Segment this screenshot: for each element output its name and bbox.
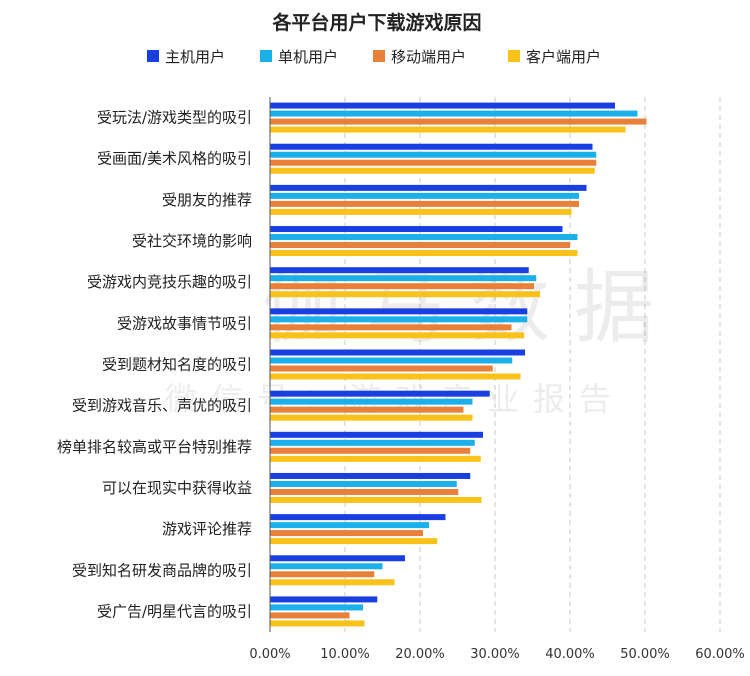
category-label-7: 受到题材知名度的吸引 [102, 356, 252, 374]
bar-10-series-3 [270, 488, 459, 495]
x-axis-tick-labels: 0.00% 10.00% 20.00% 30.00% 40.00% 50.00% 60.00… [249, 647, 744, 662]
category-label-13: 受广告/明星代言的吸引 [97, 602, 252, 620]
x-tick-label-2: 20.00% [395, 647, 445, 662]
legend-label-2: 单机用户 [278, 48, 338, 66]
bar-3-series-4 [270, 208, 572, 215]
chart-legend: 主机用户 单机用户 移动端用户 客户端用户 [147, 48, 601, 66]
category-label-4: 受社交环境的影响 [132, 232, 252, 250]
bar-12-series-3 [270, 571, 375, 578]
bar-6-series-3 [270, 324, 512, 331]
bar-12-series-1 [270, 555, 405, 562]
category-label-9: 榜单排名较高或平台特别推荐 [57, 438, 252, 456]
bar-11-series-4 [270, 538, 438, 545]
bar-11-series-1 [270, 514, 446, 521]
bar-9-series-2 [270, 439, 475, 446]
bar-2-series-4 [270, 167, 595, 174]
bar-10-series-4 [270, 496, 482, 503]
bar-4-series-1 [270, 226, 563, 233]
bar-1-series-2 [270, 110, 638, 117]
bar-12-series-2 [270, 563, 383, 570]
bar-10-series-2 [270, 480, 457, 487]
x-tick-label-0: 0.00% [249, 647, 290, 662]
category-label-2: 受画面/美术风格的吸引 [97, 150, 252, 168]
category-label-3: 受朋友的推荐 [162, 191, 252, 209]
bar-1-series-4 [270, 126, 626, 133]
bar-5-series-2 [270, 275, 537, 282]
bar-13-series-4 [270, 620, 365, 627]
x-tick-label-1: 10.00% [320, 647, 370, 662]
legend-swatch-3 [373, 50, 385, 62]
category-label-1: 受玩法/游戏类型的吸引 [97, 109, 252, 127]
legend-label-3: 移动端用户 [391, 48, 466, 66]
bar-4-series-4 [270, 250, 578, 257]
chart-title: 各平台用户下载游戏原因 [271, 11, 481, 34]
bar-8-series-2 [270, 398, 473, 405]
bar-1-series-1 [270, 102, 615, 109]
bar-4-series-2 [270, 234, 578, 241]
category-labels: 受玩法/游戏类型的吸引受画面/美术风格的吸引受朋友的推荐受社交环境的影响受游戏内… [57, 109, 252, 621]
bar-8-series-3 [270, 406, 464, 413]
chart-bars [270, 102, 647, 627]
legend-label-4: 客户端用户 [526, 48, 601, 66]
bar-5-series-1 [270, 267, 529, 274]
bar-7-series-1 [270, 349, 525, 356]
bar-6-series-2 [270, 316, 528, 323]
bar-9-series-4 [270, 455, 481, 462]
legend-swatch-1 [147, 50, 159, 62]
bar-8-series-1 [270, 390, 490, 397]
bar-7-series-3 [270, 365, 493, 372]
category-label-12: 受到知名研发商品牌的吸引 [72, 561, 252, 579]
bar-13-series-1 [270, 596, 378, 603]
legend-swatch-2 [260, 50, 272, 62]
bar-6-series-4 [270, 332, 525, 339]
chart-gridlines [344, 97, 721, 632]
bar-11-series-2 [270, 522, 429, 529]
bar-1-series-3 [270, 118, 647, 125]
bar-5-series-4 [270, 291, 540, 298]
category-label-5: 受游戏内竞技乐趣的吸引 [87, 273, 252, 291]
category-label-10: 可以在现实中获得收益 [102, 479, 252, 497]
bar-9-series-1 [270, 431, 483, 438]
bar-13-series-2 [270, 604, 363, 611]
bar-7-series-2 [270, 357, 513, 364]
bar-2-series-2 [270, 151, 597, 158]
bar-7-series-4 [270, 373, 521, 380]
bar-3-series-2 [270, 192, 579, 199]
bar-4-series-3 [270, 242, 570, 249]
bar-3-series-3 [270, 200, 579, 207]
bar-13-series-3 [270, 612, 350, 619]
bar-3-series-1 [270, 184, 587, 191]
x-tick-label-4: 40.00% [545, 647, 595, 662]
x-tick-label-5: 50.00% [620, 647, 670, 662]
x-tick-label-3: 30.00% [470, 647, 520, 662]
x-tick-label-6: 60.00% [695, 647, 745, 662]
bar-5-series-3 [270, 283, 534, 290]
bar-2-series-1 [270, 143, 593, 150]
watermark-logo-text: 伽马数据 [262, 261, 678, 354]
legend-swatch-4 [508, 50, 520, 62]
bar-11-series-3 [270, 530, 423, 537]
bar-10-series-1 [270, 472, 471, 479]
legend-label-1: 主机用户 [165, 48, 225, 66]
bar-12-series-4 [270, 579, 395, 586]
category-label-8: 受到游戏音乐、声优的吸引 [72, 397, 252, 415]
bar-8-series-4 [270, 414, 473, 421]
bar-9-series-3 [270, 447, 471, 454]
category-label-11: 游戏评论推荐 [162, 520, 252, 538]
category-label-6: 受游戏故事情节吸引 [117, 314, 252, 332]
bar-6-series-1 [270, 308, 528, 315]
bar-2-series-3 [270, 159, 597, 166]
